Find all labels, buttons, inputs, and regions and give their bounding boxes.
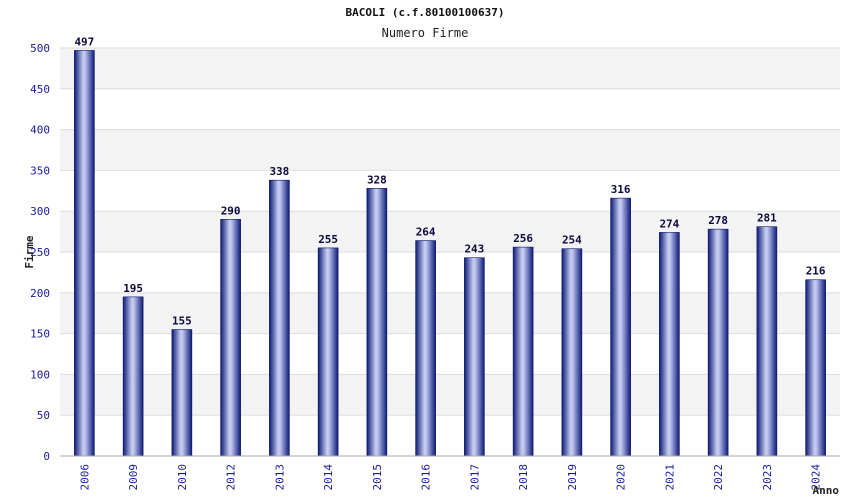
bar <box>220 219 241 457</box>
bar <box>269 179 290 457</box>
x-tick-label: 2019 <box>566 464 579 491</box>
x-tick-label: 2013 <box>273 464 286 491</box>
y-tick-label: 0 <box>43 450 50 463</box>
chart-subtitle: Numero Firme <box>381 26 469 40</box>
bar <box>317 247 339 457</box>
x-tick-label: 2020 <box>615 464 628 491</box>
x-tick-label: 2017 <box>468 464 481 491</box>
y-tick-label: 500 <box>30 42 50 55</box>
y-tick-label: 400 <box>30 124 50 137</box>
y-tick-label: 100 <box>30 368 50 381</box>
y-tick-label: 450 <box>30 83 50 96</box>
data-label: 254 <box>562 234 582 247</box>
bar <box>561 248 583 457</box>
x-axis-label: Anno <box>813 484 840 497</box>
data-label: 256 <box>513 232 533 245</box>
x-tick-label: 2024 <box>810 464 823 491</box>
bar <box>366 188 388 457</box>
bar <box>707 228 729 457</box>
data-label: 281 <box>757 212 777 225</box>
x-tick-label: 2021 <box>663 464 676 491</box>
bar <box>805 279 826 457</box>
data-label: 255 <box>318 233 338 246</box>
plot-band <box>60 88 840 130</box>
data-labels: 497 195 155 290 338 255 328 264 243 256 254 316 274 2… <box>74 35 825 327</box>
data-label: 216 <box>806 265 826 278</box>
x-tick-labels: 2006 2009 2010 2012 2013 2014 2015 2016 2017 2018… <box>78 464 822 491</box>
y-tick-label: 50 <box>37 409 50 422</box>
plot-band <box>60 48 840 89</box>
bar <box>610 197 631 457</box>
x-tick-label: 2018 <box>517 464 530 491</box>
y-tick-label: 350 <box>30 164 50 177</box>
data-label: 264 <box>416 226 436 239</box>
chart-title: BACOLI (c.f.80100100637) <box>345 6 505 19</box>
data-label: 290 <box>221 204 241 217</box>
y-tick-label: 200 <box>30 287 50 300</box>
x-tick-label: 2010 <box>176 464 189 491</box>
bar <box>756 226 778 457</box>
bar <box>464 257 485 457</box>
x-tick-label: 2014 <box>322 464 335 491</box>
bar <box>122 296 144 457</box>
y-axis-label: Firme <box>23 235 36 268</box>
x-tick-label: 2012 <box>225 464 238 491</box>
bar <box>659 232 680 457</box>
bars <box>74 50 826 457</box>
data-label: 316 <box>611 183 631 196</box>
x-tick-label: 2006 <box>78 464 91 491</box>
x-tick-label: 2023 <box>761 464 774 491</box>
plot-band <box>60 170 840 212</box>
data-label: 274 <box>659 217 679 230</box>
plot-band <box>60 129 840 171</box>
y-tick-labels: 0 50 100 150 200 250 300 350 400 450 500 <box>30 42 50 463</box>
data-label: 278 <box>708 214 728 227</box>
y-tick-label: 150 <box>30 328 50 341</box>
bar <box>171 329 193 457</box>
x-tick-label: 2015 <box>371 464 384 491</box>
bar <box>415 240 436 457</box>
data-label: 338 <box>269 165 289 178</box>
data-label: 243 <box>464 243 484 256</box>
data-label: 195 <box>123 282 143 295</box>
x-tick-label: 2022 <box>712 464 725 491</box>
x-tick-label: 2009 <box>127 464 140 491</box>
data-label: 497 <box>74 35 94 48</box>
data-label: 328 <box>367 173 387 186</box>
bar <box>512 246 534 457</box>
bar <box>74 50 95 457</box>
data-label: 155 <box>172 315 192 328</box>
x-tick-label: 2016 <box>420 464 433 491</box>
y-tick-label: 250 <box>30 246 50 259</box>
y-tick-label: 300 <box>30 205 50 218</box>
